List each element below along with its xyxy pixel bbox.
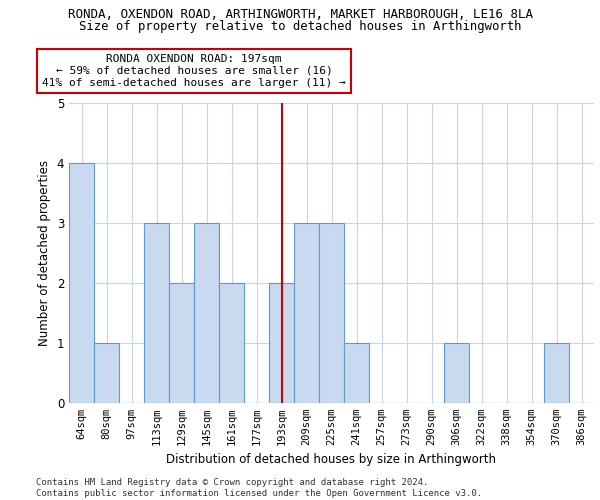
Text: RONDA OXENDON ROAD: 197sqm
← 59% of detached houses are smaller (16)
41% of semi: RONDA OXENDON ROAD: 197sqm ← 59% of deta… (42, 54, 346, 88)
Bar (169, 282, 194, 403)
Bar (544, 342, 569, 402)
Bar (319, 222, 344, 402)
Text: Size of property relative to detached houses in Arthingworth: Size of property relative to detached ho… (79, 20, 521, 33)
Bar (69, 162, 94, 402)
Bar (144, 222, 169, 402)
Bar (344, 342, 369, 402)
Bar (294, 222, 319, 402)
Text: Contains HM Land Registry data © Crown copyright and database right 2024.
Contai: Contains HM Land Registry data © Crown c… (36, 478, 482, 498)
Bar (194, 222, 219, 402)
Bar (444, 342, 469, 402)
Y-axis label: Number of detached properties: Number of detached properties (38, 160, 51, 346)
Bar (219, 282, 244, 403)
Bar (94, 342, 119, 402)
Bar (269, 282, 294, 403)
X-axis label: Distribution of detached houses by size in Arthingworth: Distribution of detached houses by size … (167, 453, 497, 466)
Text: RONDA, OXENDON ROAD, ARTHINGWORTH, MARKET HARBOROUGH, LE16 8LA: RONDA, OXENDON ROAD, ARTHINGWORTH, MARKE… (67, 8, 533, 20)
